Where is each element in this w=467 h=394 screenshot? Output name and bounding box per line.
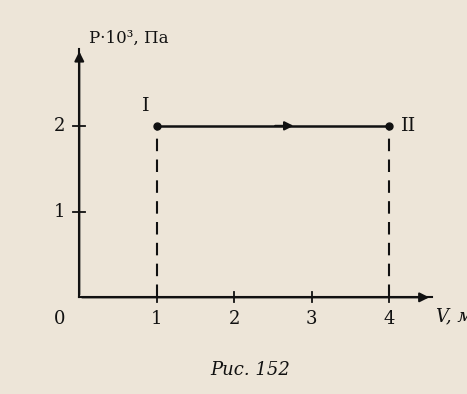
Text: 1: 1 (54, 203, 65, 221)
Text: V, м³: V, м³ (436, 308, 467, 326)
Text: 4: 4 (384, 310, 395, 328)
Text: 3: 3 (306, 310, 318, 328)
Text: II: II (401, 117, 416, 135)
Text: 0: 0 (54, 310, 65, 328)
Text: 2: 2 (229, 310, 240, 328)
Text: Рис. 152: Рис. 152 (210, 361, 290, 379)
Text: 1: 1 (151, 310, 163, 328)
Text: P·10³, Па: P·10³, Па (89, 30, 168, 47)
Text: 2: 2 (54, 117, 65, 135)
Text: I: I (142, 97, 149, 115)
